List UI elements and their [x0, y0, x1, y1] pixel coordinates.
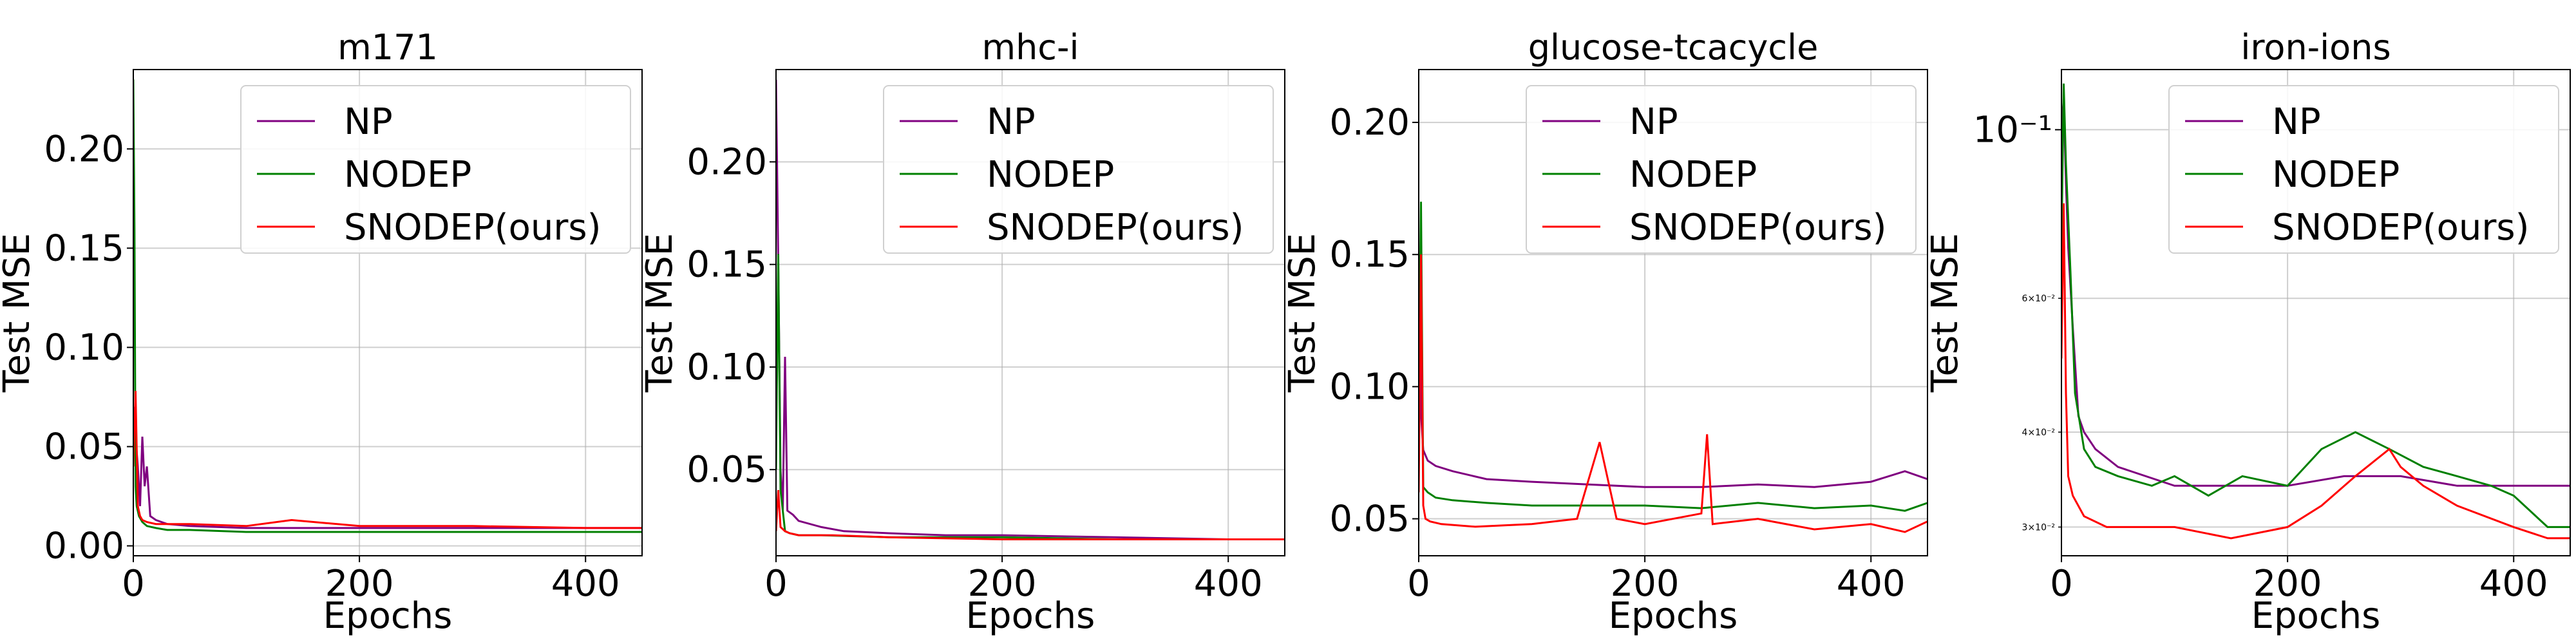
- x-axis-label: Epochs: [1609, 595, 1738, 637]
- chart-panel-2: 0 200 400 0.05 0.10 0.15 0.20 mhc-i Epochs Test M…: [639, 27, 1285, 637]
- y-axis-label: Test MSE: [1282, 233, 1323, 393]
- legend-label: NP: [344, 101, 393, 143]
- plot-frame: [2061, 69, 2571, 556]
- x-tick-label: 400: [2479, 563, 2548, 605]
- y-minor-tick-label: 4×10⁻²: [2022, 428, 2055, 438]
- y-tick-label: 0.05: [1329, 498, 1410, 540]
- y-tick-label: 0.10: [1329, 366, 1410, 408]
- legend-label: SNODEP(ours): [1629, 207, 1886, 249]
- y-axis-label: Test MSE: [0, 233, 38, 393]
- x-tick-label: 200: [2253, 563, 2322, 605]
- y-tick-label: 0.05: [44, 426, 124, 468]
- legend-label: SNODEP(ours): [344, 207, 601, 249]
- y-tick-label: 0.15: [44, 227, 124, 269]
- legend: NP NODEP SNODEP(ours): [883, 85, 1274, 254]
- chart-title: mhc-i: [981, 27, 1079, 68]
- x-axis-label: Epochs: [966, 595, 1095, 637]
- series-line-np: [776, 79, 1285, 540]
- plot-frame: [1418, 69, 1928, 556]
- series-line-snodep-ours: [2061, 203, 2570, 540]
- x-axis-label: Epochs: [2251, 595, 2381, 637]
- plot-frame: [775, 69, 1285, 556]
- y-tick-label: 0.15: [687, 244, 767, 286]
- x-tick-label: 0: [122, 563, 145, 605]
- y-minor-tick-label: 6×10⁻²: [2022, 294, 2055, 304]
- x-tick-label: 200: [325, 563, 394, 605]
- series-line-snodep-ours: [1419, 254, 1927, 533]
- legend: NP NODEP SNODEP(ours): [2168, 85, 2559, 254]
- legend-label: NP: [1629, 101, 1678, 143]
- series-line-nodep: [133, 79, 642, 533]
- y-tick-label: 10⁻¹: [1973, 109, 2052, 151]
- x-tick-label: 0: [764, 563, 788, 605]
- legend-label: SNODEP(ours): [2272, 207, 2529, 249]
- plot-frame: [133, 69, 643, 556]
- chart-panel-1: 0 200 400 0.00 0.05 0.10 0.15 0.20 m171 Epochs Tes…: [0, 27, 643, 637]
- series-line-np: [133, 406, 642, 529]
- chart-panel-3: 0 200 400 0.05 0.10 0.15 0.20 glucose-tcacycle E…: [1282, 27, 1928, 637]
- legend-box: [1526, 85, 1917, 254]
- series-line-np: [1419, 254, 1927, 488]
- series-line-np: [2061, 98, 2570, 487]
- legend-label: NP: [2272, 101, 2321, 143]
- y-tick-label: 0.00: [44, 526, 124, 567]
- legend-label: SNODEP(ours): [987, 207, 1244, 249]
- legend-label: NODEP: [1629, 154, 1757, 196]
- x-axis-label: Epochs: [323, 595, 453, 637]
- x-tick-label: 400: [551, 563, 620, 605]
- y-tick-label: 0.05: [687, 449, 767, 491]
- series-line-snodep-ours: [133, 391, 642, 529]
- series-line-nodep: [2061, 83, 2570, 528]
- x-tick-label: 400: [1837, 563, 1906, 605]
- series-line-nodep: [776, 254, 1285, 540]
- legend: NP NODEP SNODEP(ours): [240, 85, 631, 254]
- x-tick-label: 200: [968, 563, 1037, 605]
- x-tick-label: 0: [1407, 563, 1430, 605]
- chart-title: iron-ions: [2240, 27, 2391, 68]
- legend-label: NP: [987, 101, 1036, 143]
- legend-box: [2168, 85, 2559, 254]
- legend-label: NODEP: [2272, 154, 2400, 196]
- series-line-snodep-ours: [776, 490, 1285, 540]
- y-axis-label: Test MSE: [1924, 233, 1966, 393]
- chart-panel-4: 0 200 400 10⁻¹ 6×10⁻² 4×10⁻² 3×10⁻² iron-ions Ep…: [1924, 27, 2571, 637]
- chart-title: glucose-tcacycle: [1528, 27, 1819, 68]
- x-tick-label: 0: [2050, 563, 2073, 605]
- series-line-nodep: [1419, 202, 1927, 512]
- y-axis-label: Test MSE: [639, 233, 681, 393]
- y-tick-label: 0.20: [1329, 102, 1410, 144]
- x-tick-label: 200: [1611, 563, 1680, 605]
- chart-title: m171: [337, 27, 438, 68]
- legend-box: [240, 85, 631, 254]
- y-tick-label: 0.20: [687, 141, 767, 183]
- x-tick-label: 400: [1194, 563, 1263, 605]
- y-tick-label: 0.20: [44, 128, 124, 170]
- y-minor-tick-label: 3×10⁻²: [2022, 522, 2055, 533]
- y-tick-label: 0.10: [44, 327, 124, 368]
- legend-label: NODEP: [344, 154, 471, 196]
- y-tick-label: 0.10: [687, 346, 767, 388]
- y-tick-label: 0.15: [1329, 234, 1410, 276]
- legend-box: [883, 85, 1274, 254]
- legend-label: NODEP: [987, 154, 1114, 196]
- legend: NP NODEP SNODEP(ours): [1526, 85, 1917, 254]
